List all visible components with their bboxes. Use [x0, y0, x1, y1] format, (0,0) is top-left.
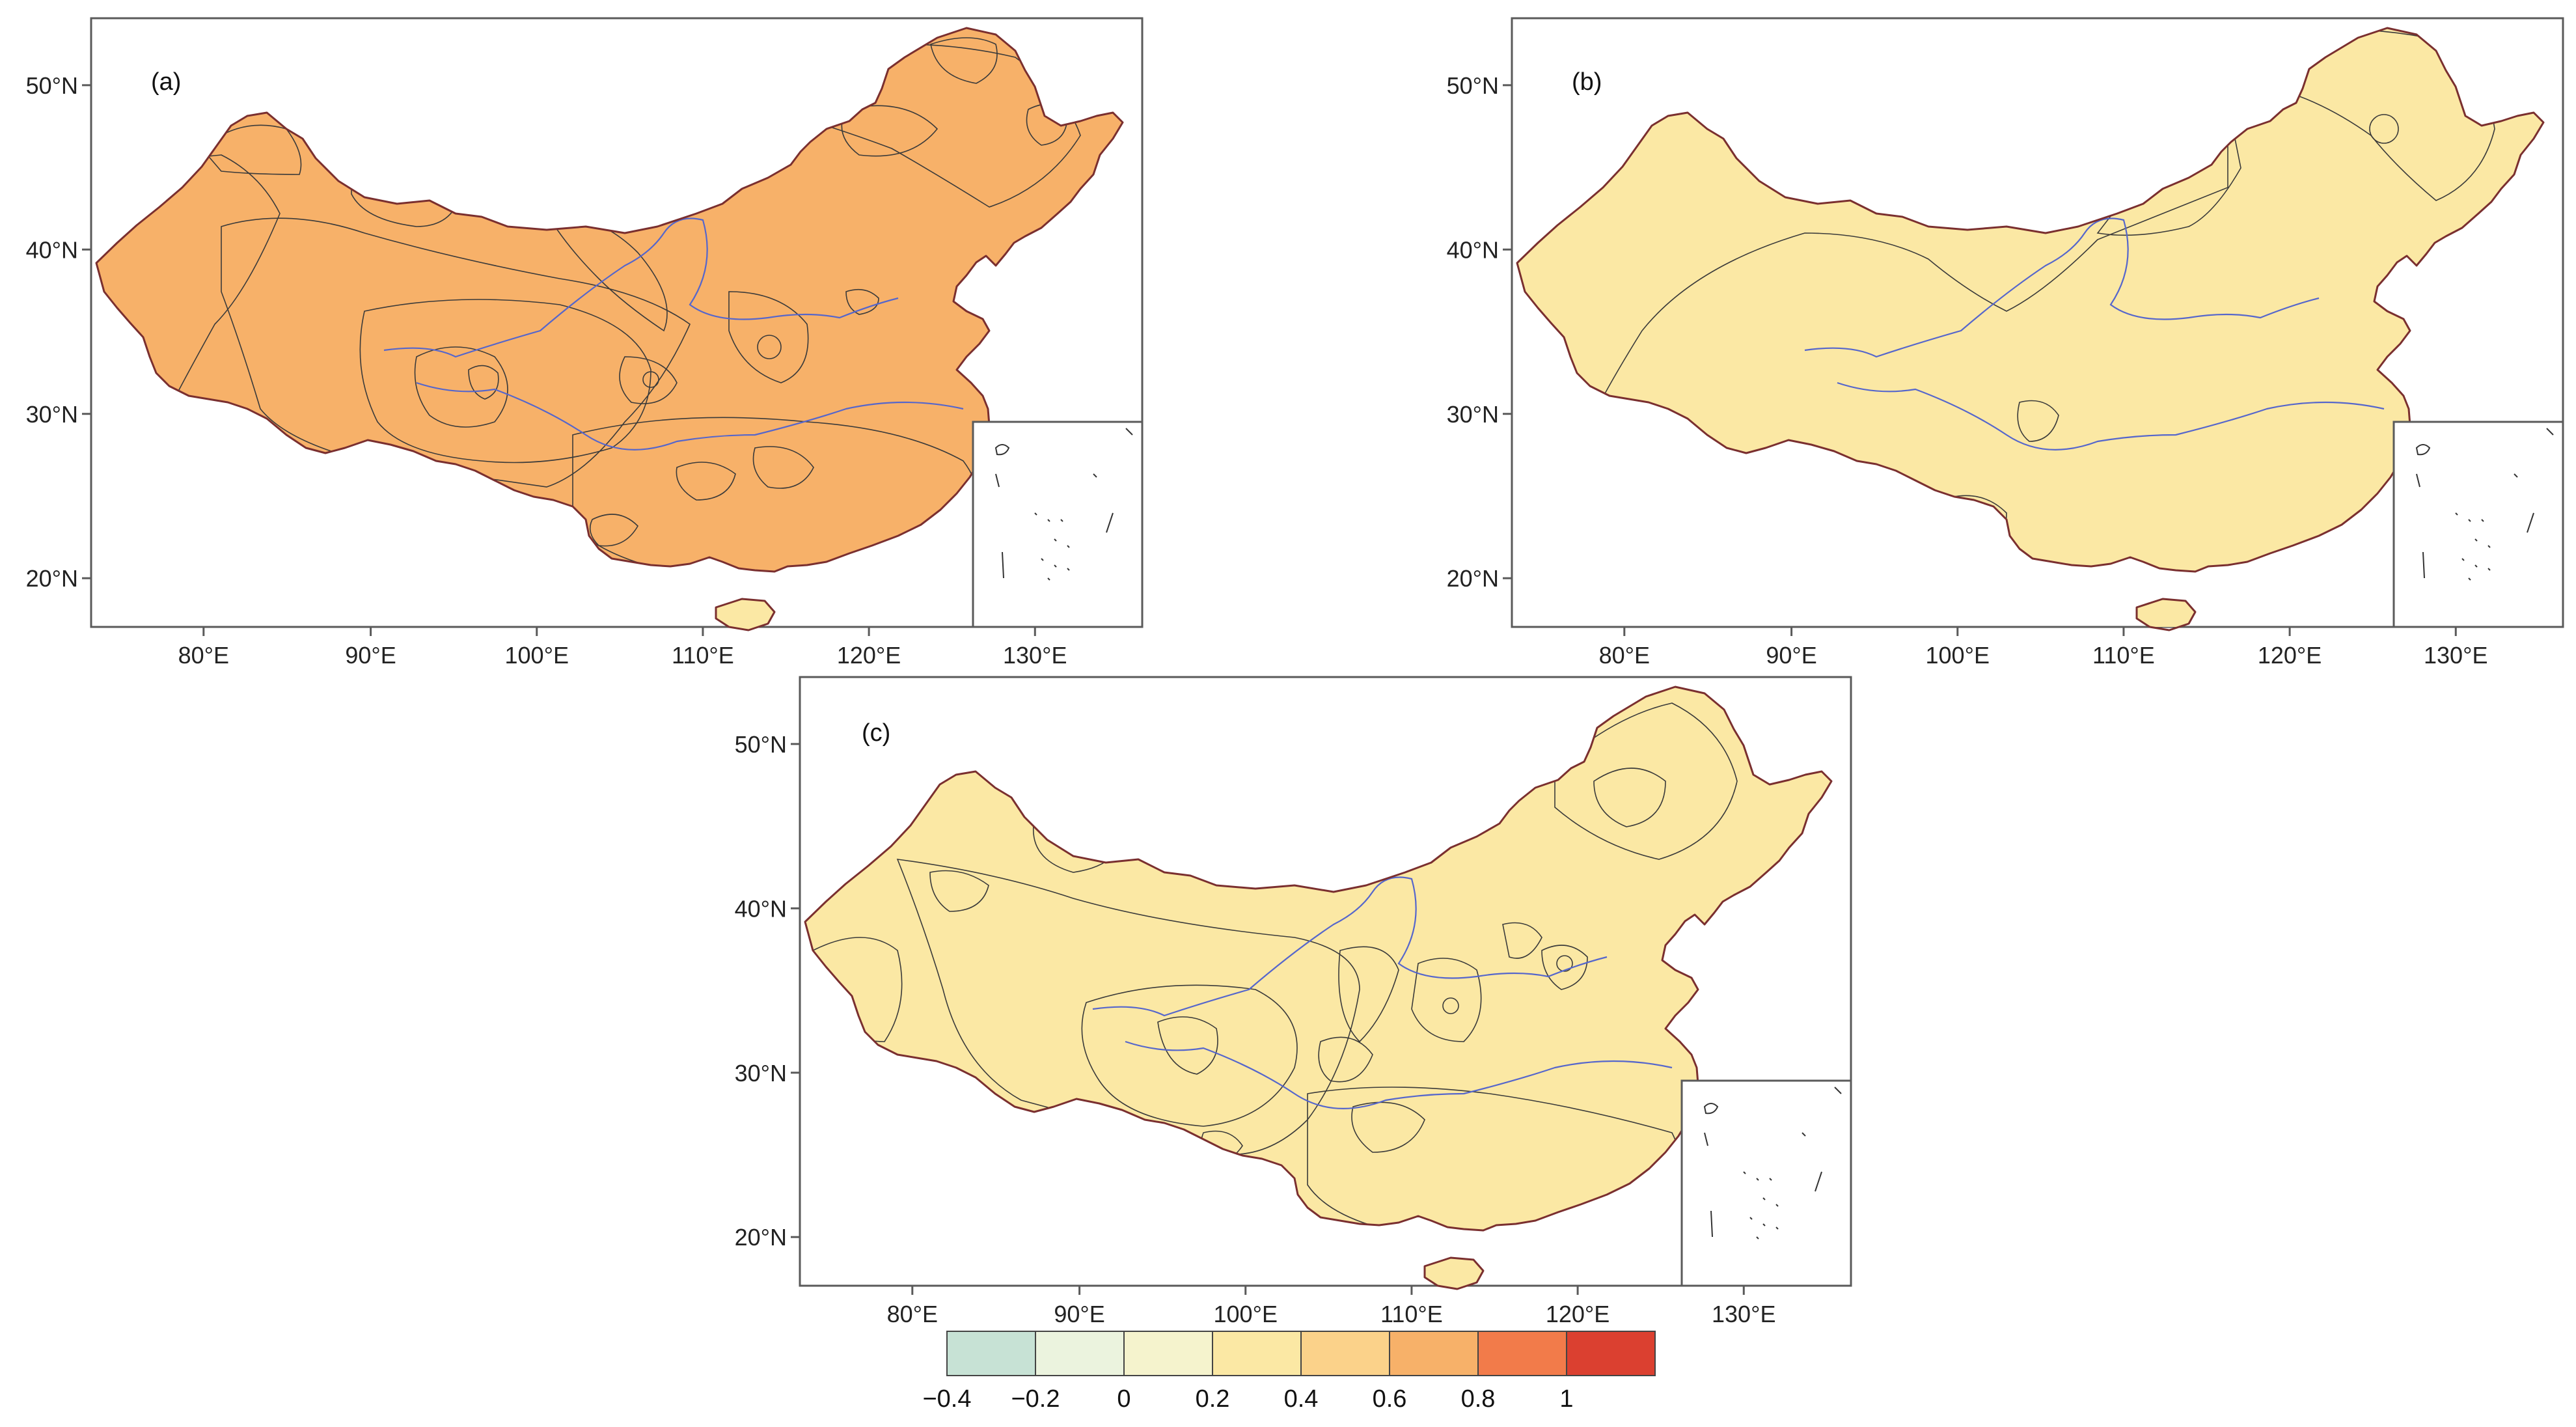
panel-a-lon-label: 130°E — [1003, 642, 1067, 669]
colorbar-swatch — [1123, 1331, 1213, 1376]
panel-c-lat-label: 20°N — [735, 1224, 787, 1251]
panel-a-lon-label: 80°E — [178, 642, 229, 669]
panel-a-lat-label: 20°N — [26, 565, 78, 592]
panel-c-axes: 80°E 90°E 100°E 110°E 120°E 130°E 50°N 40°N 30°N… — [735, 731, 1776, 1327]
colorbar-tick-label: 0.4 — [1284, 1385, 1319, 1413]
panel-c-lon-label: 110°E — [1380, 1301, 1443, 1327]
panel-c-lon-label: 130°E — [1712, 1301, 1775, 1327]
panel-b-lon-label: 110°E — [2092, 642, 2155, 669]
panel-b-lon-label: 120°E — [2258, 642, 2322, 669]
panel-b-lon-label: 130°E — [2424, 642, 2487, 669]
colorbar: −0.4 −0.2 0 0.2 0.4 0.6 0.8 1 — [922, 1331, 1656, 1413]
panel-b-lat-label: 40°N — [1447, 236, 1499, 263]
panel-b-frame — [1511, 17, 2564, 628]
panel-a-lon-label: 120°E — [837, 642, 901, 669]
colorbar-swatch — [1300, 1331, 1390, 1376]
panel-c-lon-label: 90°E — [1054, 1301, 1104, 1327]
panel-a-lat-label: 50°N — [26, 72, 78, 99]
panel-a-inset-islands — [994, 428, 1133, 581]
colorbar-tick-label: 1 — [1559, 1385, 1573, 1413]
colorbar-tick-label: −0.2 — [1011, 1385, 1060, 1413]
panel-a-frame — [90, 17, 1144, 628]
panel-b-inset-islands — [2415, 428, 2554, 581]
panel-c-lat-label: 50°N — [735, 731, 787, 758]
panel-c-frame — [799, 676, 1852, 1287]
panel-a-lat-label: 40°N — [26, 236, 78, 263]
colorbar-swatch — [1212, 1331, 1302, 1376]
colorbar-swatch — [1477, 1331, 1567, 1376]
panel-a: (a) — [90, 17, 1144, 631]
panel-c-inset — [1680, 1079, 1852, 1287]
panel-c-lon-label: 80°E — [887, 1301, 938, 1327]
panel-c-inset-islands — [1703, 1087, 1842, 1240]
panel-a-label: (a) — [151, 68, 181, 96]
panel-b-lat-label: 30°N — [1447, 401, 1499, 428]
panel-b-lon-label: 80°E — [1599, 642, 1650, 669]
colorbar-tick-label: −0.4 — [922, 1385, 971, 1413]
colorbar-tick-label: 0.2 — [1196, 1385, 1230, 1413]
colorbar-tick-label: 0.8 — [1461, 1385, 1496, 1413]
panel-a-lon-label: 110°E — [672, 642, 734, 669]
colorbar-swatch — [1389, 1331, 1479, 1376]
colorbar-tick-label: 0.6 — [1373, 1385, 1407, 1413]
colorbar-swatch — [1035, 1331, 1125, 1376]
panel-b-lon-label: 90°E — [1766, 642, 1816, 669]
panel-b-label: (b) — [1572, 68, 1602, 96]
panel-c-lon-label: 100°E — [1214, 1301, 1278, 1327]
panel-b-lon-label: 100°E — [1926, 642, 1990, 669]
panel-c-lon-label: 120°E — [1546, 1301, 1610, 1327]
panel-a-inset — [972, 421, 1144, 628]
panel-b-axes: 80°E 90°E 100°E 110°E 120°E 130°E 50°N 40°N 30°N… — [1447, 72, 2488, 669]
panel-b: (b) — [1511, 17, 2564, 631]
panel-c-lat-label: 30°N — [735, 1060, 787, 1087]
colorbar-swatch — [946, 1331, 1036, 1376]
panel-a-lon-label: 90°E — [345, 642, 396, 669]
colorbar-tick-label: 0 — [1117, 1385, 1130, 1413]
panel-b-lat-label: 50°N — [1447, 72, 1499, 99]
panel-a-axes: 80°E 90°E 100°E 110°E 120°E 130°E 50°N 40°N 30°N… — [26, 72, 1067, 669]
panel-b-inset — [2392, 421, 2564, 628]
panel-a-lon-label: 100°E — [505, 642, 569, 669]
panel-c-label: (c) — [862, 719, 890, 747]
colorbar-swatch — [1566, 1331, 1656, 1376]
panel-c-lat-label: 40°N — [735, 895, 787, 922]
panel-c: (c) — [799, 676, 1852, 1290]
panel-a-lat-label: 30°N — [26, 401, 78, 428]
panel-b-lat-label: 20°N — [1447, 565, 1499, 592]
